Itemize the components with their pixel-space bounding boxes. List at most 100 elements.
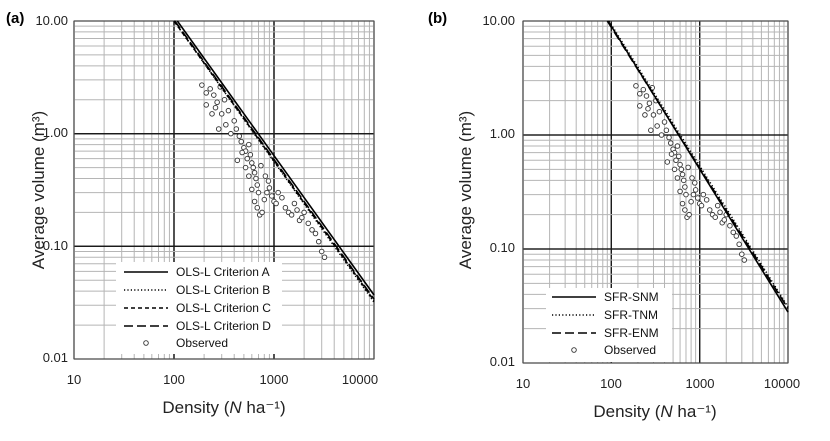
observed-point [661, 119, 668, 125]
observed-point [250, 164, 256, 171]
observed-point [688, 198, 694, 205]
y-tick-label: 10.00 [482, 13, 515, 28]
panel-b-x-axis-label: Density (N ha⁻¹) [593, 402, 716, 421]
observed-point [251, 169, 258, 176]
observed-point [238, 138, 244, 145]
observed-point [698, 202, 705, 209]
observed-point [739, 251, 745, 257]
y-tick-label: 0.01 [43, 350, 68, 365]
observed-point [678, 166, 685, 173]
observed-point [663, 127, 670, 134]
observed-point [664, 159, 671, 165]
panel-b-plot-frame [522, 20, 789, 364]
observed-point [673, 157, 679, 164]
x-tick-label: 100 [163, 372, 185, 387]
legend-label: Observed [604, 343, 656, 357]
x-tick-label: 10 [516, 376, 530, 391]
panel-a-legend: OLS-L Criterion A OLS-L Criterion B OLS-… [116, 262, 282, 354]
observed-point [288, 212, 295, 218]
y-tick-label: 1.00 [490, 126, 515, 141]
panel-b: (b) 0.01 0.10 1.00 10.00 10 100 1000 100… [428, 10, 800, 421]
panel-a-plot-frame [73, 20, 375, 360]
observed-point [690, 191, 697, 198]
observed-point [703, 197, 710, 203]
observed-point [643, 93, 650, 99]
observed-point [203, 90, 209, 96]
observed-point [656, 108, 663, 115]
observed-point [309, 227, 315, 233]
observed-point [733, 233, 740, 239]
model-line [174, 20, 375, 300]
panel-b-gridlines [522, 20, 789, 364]
observed-point [234, 157, 241, 164]
panel-a-x-tick-labels: 10 100 1000 10000 [67, 372, 378, 387]
observed-point [211, 92, 217, 98]
observed-point [674, 175, 681, 181]
observed-point [633, 83, 639, 89]
observed-point [264, 189, 270, 196]
x-tick-label: 10000 [764, 376, 800, 391]
observed-point [679, 200, 686, 207]
observed-point [242, 164, 249, 171]
x-tick-label: 1000 [260, 372, 289, 387]
observed-point [674, 143, 681, 149]
observed-point [712, 214, 718, 220]
observed-point [299, 214, 305, 221]
observed-point [318, 248, 325, 255]
observed-point [247, 151, 254, 158]
observed-point [231, 118, 237, 124]
observed-point [218, 111, 225, 117]
observed-point [640, 86, 647, 93]
observed-point [730, 229, 737, 236]
panel-b-observed-points [633, 83, 748, 263]
observed-point [221, 97, 228, 103]
panel-a-y-tick-labels: 0.01 0.10 1.00 10.00 [35, 13, 68, 365]
observed-point [689, 175, 695, 181]
y-tick-label: 1.00 [43, 125, 68, 140]
observed-point [269, 193, 275, 199]
observed-point [251, 198, 258, 205]
panel-a-y-axis-label: Average volume (m³) [29, 111, 48, 269]
y-tick-label: 0.10 [43, 238, 68, 253]
observed-point [315, 238, 322, 245]
legend-label: OLS-L Criterion C [176, 301, 271, 315]
panel-b-label: (b) [428, 10, 447, 27]
observed-point [207, 86, 213, 92]
observed-point [253, 175, 259, 182]
observed-point [667, 140, 674, 146]
observed-point [223, 121, 229, 128]
observed-point [650, 112, 657, 118]
observed-point [668, 151, 675, 157]
observed-point [254, 182, 261, 188]
observed-point [258, 162, 264, 169]
observed-point [294, 207, 300, 213]
legend-label: Observed [176, 336, 228, 350]
observed-point [637, 103, 643, 109]
observed-point [236, 133, 243, 139]
observed-point [637, 91, 643, 97]
observed-point [682, 184, 688, 190]
observed-point [677, 188, 683, 195]
observed-point [685, 164, 691, 171]
y-tick-label: 0.10 [490, 240, 515, 255]
observed-point [727, 222, 733, 229]
legend-swatch-observed [143, 340, 149, 346]
observed-point [246, 173, 252, 179]
legend-label: SFR-ENM [604, 326, 659, 340]
observed-point [645, 105, 651, 112]
panel-b-x-tick-labels: 10 100 1000 10000 [516, 376, 800, 391]
panel-a-x-axis-label: Density (N ha⁻¹) [162, 398, 285, 417]
observed-point [658, 132, 665, 138]
panel-b-y-axis-label: Average volume (m³) [456, 111, 475, 269]
panel-b-model-lines [606, 20, 789, 313]
panel-a-observed-points [199, 82, 328, 261]
legend-label: OLS-L Criterion B [176, 283, 270, 297]
observed-point [682, 207, 688, 213]
observed-point [321, 254, 328, 261]
panel-a: (a) 0.01 0.10 1.00 10.00 10 100 1000 100… [6, 10, 378, 417]
observed-point [266, 185, 273, 191]
panel-a-model-lines [173, 20, 375, 303]
observed-point [654, 123, 660, 129]
observed-point [259, 209, 265, 216]
